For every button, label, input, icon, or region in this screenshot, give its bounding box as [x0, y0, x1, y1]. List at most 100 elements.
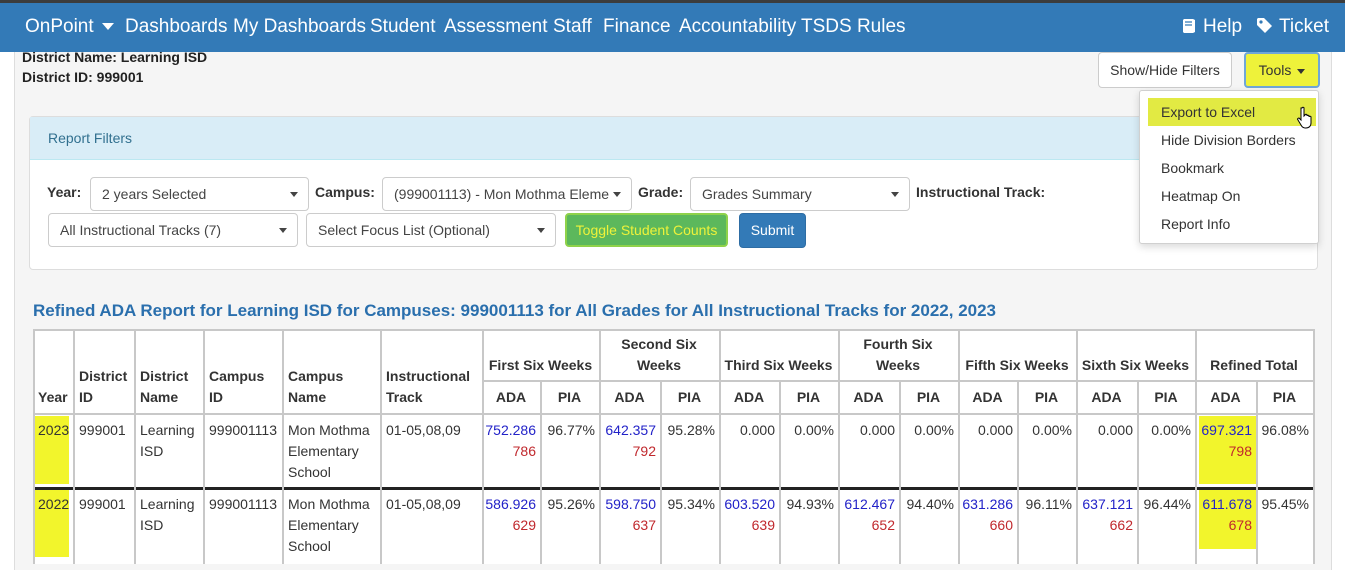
row-2023-fifth-ada: 0.000 [977, 422, 1013, 438]
menu-item-report-info[interactable]: Report Info [1161, 216, 1231, 232]
chevron-down-icon [613, 192, 621, 197]
campus-select[interactable]: (999001113) - Mon Mothma Eleme [382, 177, 632, 211]
row-2022-third-ada: 603.520 639 [719, 494, 775, 536]
row-2022-third-student-count: 639 [751, 517, 775, 533]
highlight-year-2022 [35, 489, 69, 557]
nav-item-tsds-rules[interactable]: TSDS Rules [801, 16, 906, 37]
header-ada-refined-total: ADA [1210, 389, 1241, 405]
help-link[interactable]: Help [1181, 16, 1242, 38]
chevron-down-icon [891, 192, 899, 197]
campus-select-value: (999001113) - Mon Mothma Eleme [394, 186, 610, 202]
grade-select[interactable]: Grades Summary [690, 177, 910, 211]
year-label: Year: [47, 184, 82, 200]
row-2022-fourth-pia: 94.40% [906, 496, 954, 512]
chevron-down-icon [279, 228, 287, 233]
row-2022-fifth-student-count: 660 [989, 517, 1013, 533]
header-period-first: First Six Weeks [488, 357, 593, 373]
row-2023-district-id: 999001 [79, 422, 126, 438]
row-2023-campus-id: 999001113 [209, 422, 277, 438]
focus-select-value: Select Focus List (Optional) [318, 222, 490, 238]
row-2022-refined-total-pia: 95.45% [1261, 496, 1309, 512]
row-2023-third-ada: 0.000 [739, 422, 775, 438]
grade-label: Grade: [638, 184, 684, 200]
row-2023-fifth-pia: 0.00% [1032, 422, 1072, 438]
row-2022-sixth-student-count: 662 [1109, 517, 1133, 533]
report-title: Refined ADA Report for Learning ISD for … [33, 301, 997, 320]
nav-item-assessment[interactable]: Assessment [444, 16, 548, 37]
show-hide-filters-button[interactable]: Show/Hide Filters [1098, 52, 1232, 88]
toggle-student-counts-button[interactable]: Toggle Student Counts [565, 213, 728, 247]
chevron-down-icon [290, 192, 298, 197]
highlight-total-2023 [1199, 416, 1257, 484]
ticket-link[interactable]: Ticket [1256, 16, 1329, 38]
nav-item-accountability[interactable]: Accountability [679, 16, 797, 37]
header-district-id: District ID [79, 368, 128, 405]
row-2023-fourth-ada: 0.000 [859, 422, 895, 438]
header-ada-sixth: ADA [1091, 389, 1122, 405]
row-2022-sixth-ada: 637.121 662 [1076, 494, 1133, 536]
row-2023-refined-total-ada: 697.321 798 [1195, 420, 1252, 462]
row-2023-track: 01-05,08,09 [386, 422, 461, 438]
menu-item-hide-division-borders[interactable]: Hide Division Borders [1161, 132, 1296, 148]
row-2023-second-pia: 95.28% [667, 422, 715, 438]
header-period-fourth: Fourth Six Weeks [863, 336, 933, 373]
chevron-down-icon [537, 228, 545, 233]
row-2022-fifth-ada: 631.286 660 [958, 494, 1013, 536]
row-2022-first-pia: 95.26% [547, 496, 595, 512]
top-navbar: OnPoint Dashboards My Dashboards Student… [0, 0, 1345, 52]
row-2023-year: 2023 [38, 422, 70, 438]
year-select-value: 2 years Selected [102, 186, 207, 202]
instructional-track-label: Instructional Track: [916, 184, 1046, 200]
focus-list-select[interactable]: Select Focus List (Optional) [306, 213, 556, 247]
header-period-sixth: Sixth Six Weeks [1081, 357, 1190, 373]
header-campus-name: Campus Name [288, 368, 344, 405]
instructional-track-select[interactable]: All Instructional Tracks (7) [48, 213, 298, 247]
row-2023-refined-total-student-count: 798 [1228, 443, 1252, 459]
header-pia-refined-total: PIA [1272, 389, 1297, 405]
row-2022-second-pia: 95.34% [667, 496, 715, 512]
row-2023-refined-total-pia: 96.08% [1261, 422, 1309, 438]
menu-item-export-to-excel[interactable]: Export to Excel [1148, 98, 1316, 126]
header-ada-third: ADA [733, 389, 765, 405]
tools-button[interactable]: Tools [1244, 52, 1320, 88]
header-period-refined-total: Refined Total [1210, 357, 1298, 373]
row-2022-track: 01-05,08,09 [386, 496, 461, 512]
campus-label: Campus: [315, 184, 375, 200]
header-district-name: District Name [140, 368, 189, 405]
header-pia-first: PIA [557, 389, 582, 405]
header-ada-second: ADA [614, 389, 645, 405]
nav-item-my-dashboards[interactable]: My Dashboards [233, 16, 367, 37]
row-2022-fourth-student-count: 652 [871, 517, 895, 533]
menu-item-heatmap-on[interactable]: Heatmap On [1161, 188, 1241, 204]
row-2023-district-name: Learning ISD [140, 422, 195, 459]
track-select-value: All Instructional Tracks (7) [60, 222, 222, 238]
nav-item-finance[interactable]: Finance [603, 16, 671, 37]
header-period-fifth: Fifth Six Weeks [965, 357, 1069, 373]
row-2022-fourth-ada: 612.467 652 [838, 494, 895, 536]
nav-item-staff[interactable]: Staff [553, 16, 592, 37]
row-2023-fourth-pia: 0.00% [914, 422, 954, 438]
chevron-down-icon [1297, 68, 1306, 74]
submit-button[interactable]: Submit [739, 213, 806, 248]
district-name: District Name: Learning ISD [22, 49, 208, 65]
nav-item-student[interactable]: Student [370, 16, 436, 37]
nav-item-dashboards[interactable]: Dashboards [125, 16, 228, 37]
header-pia-fourth: PIA [916, 389, 941, 405]
ada-report-table: Year District ID District Name Campus ID Ca… [33, 329, 1315, 564]
nav-brand-menu[interactable]: OnPoint [25, 16, 114, 38]
header-period-third: Third Six Weeks [724, 357, 833, 373]
header-ada-first: ADA [495, 389, 527, 405]
year-select[interactable]: 2 years Selected [90, 177, 309, 211]
tag-icon [1257, 18, 1272, 33]
help-label: Help [1203, 16, 1243, 37]
header-period-second: Second Six Weeks [621, 336, 697, 373]
row-2022-refined-total-student-count: 678 [1228, 517, 1252, 533]
menu-item-bookmark[interactable]: Bookmark [1161, 160, 1225, 176]
header-campus-id: Campus ID [209, 368, 265, 405]
row-2023-sixth-pia: 0.00% [1151, 422, 1191, 438]
row-2022-district-name: Learning ISD [140, 496, 195, 533]
row-2022-first-student-count: 629 [512, 517, 536, 533]
highlight-year-2023 [35, 416, 69, 484]
grade-select-value: Grades Summary [702, 186, 812, 202]
row-2022-campus-name: Mon Mothma Elementary School [288, 496, 370, 554]
